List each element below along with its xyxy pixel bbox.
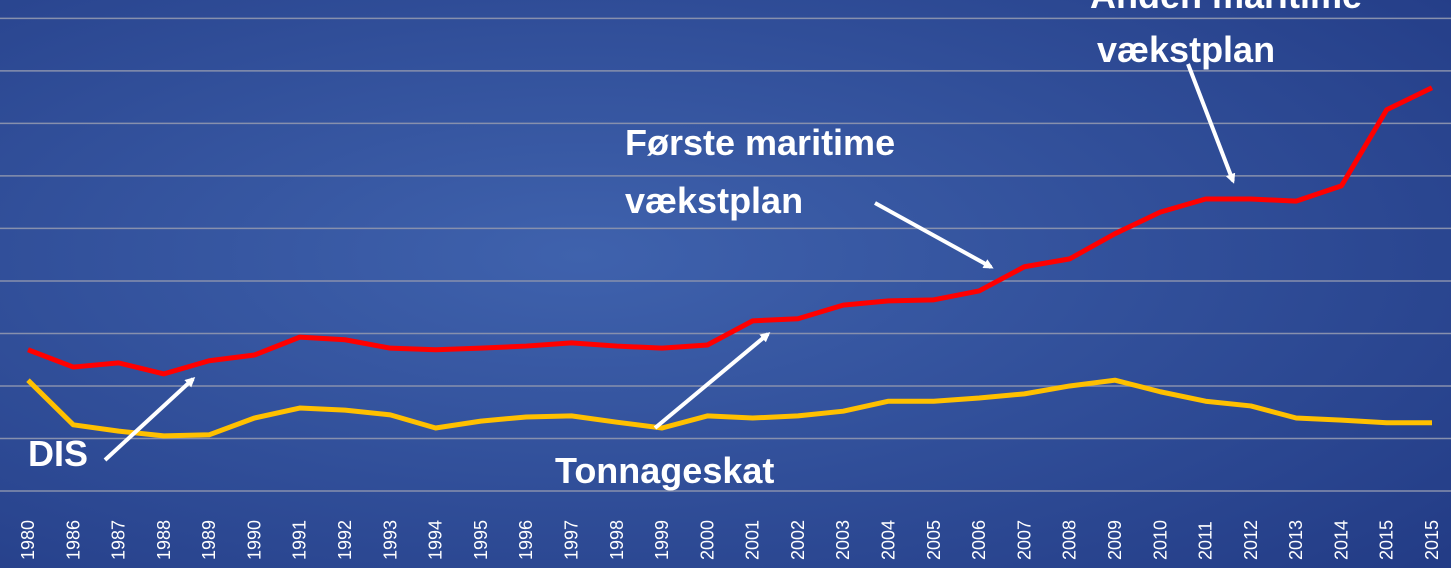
x-tick-label: 1992 xyxy=(335,520,355,560)
x-tick-label: 1986 xyxy=(63,520,83,560)
series-line xyxy=(26,377,1432,439)
x-tick-label: 2005 xyxy=(924,520,944,560)
x-tick-label: 2001 xyxy=(743,520,763,560)
x-tick-label: 2013 xyxy=(1286,520,1306,560)
x-tick-label: 1980 xyxy=(18,520,38,560)
x-tick-label: 2004 xyxy=(879,520,899,560)
x-tick-label: 1991 xyxy=(290,520,310,560)
x-tick-label: 2003 xyxy=(833,520,853,560)
arrows xyxy=(103,63,1236,462)
x-tick-label: 2015 xyxy=(1422,520,1442,560)
arrow xyxy=(874,201,994,269)
x-tick-label: 1987 xyxy=(109,520,129,560)
series-line xyxy=(27,85,1434,377)
annotation: vækstplan xyxy=(625,180,803,221)
annotation: Første maritime xyxy=(625,122,895,163)
arrow xyxy=(1186,63,1236,184)
x-tick-label: 2012 xyxy=(1241,520,1261,560)
annotation: DIS xyxy=(28,433,88,474)
x-tick-label: 1997 xyxy=(561,520,581,560)
x-tick-label: 2014 xyxy=(1331,520,1351,560)
x-tick-label: 1988 xyxy=(154,520,174,560)
x-tick-label: 1994 xyxy=(426,520,446,560)
x-tick-label: 1995 xyxy=(471,520,491,560)
annotation: Tonnageskat xyxy=(555,450,774,491)
x-tick-label: 2006 xyxy=(969,520,989,560)
x-tick-label: 2011 xyxy=(1196,521,1216,560)
x-tick-label: 1999 xyxy=(652,520,672,560)
x-tick-label: 1989 xyxy=(199,520,219,560)
x-tick-label: 2000 xyxy=(697,520,717,560)
x-tick-label: 2007 xyxy=(1014,520,1034,560)
x-tick-label: 1998 xyxy=(607,520,627,560)
x-tick-label: 1990 xyxy=(244,520,264,560)
arrow xyxy=(103,376,196,462)
annotation: vækstplan xyxy=(1097,29,1275,70)
x-tick-label: 1996 xyxy=(516,520,536,560)
x-tick-label: 2010 xyxy=(1150,520,1170,560)
x-tick-label: 2009 xyxy=(1105,520,1125,560)
arrow xyxy=(653,332,771,430)
x-tick-label: 2015 xyxy=(1377,520,1397,560)
x-tick-label: 2008 xyxy=(1060,520,1080,560)
x-tick-label: 2002 xyxy=(788,520,808,560)
x-tick-label: 1993 xyxy=(380,520,400,560)
annotation: Anden maritime xyxy=(1090,0,1362,16)
